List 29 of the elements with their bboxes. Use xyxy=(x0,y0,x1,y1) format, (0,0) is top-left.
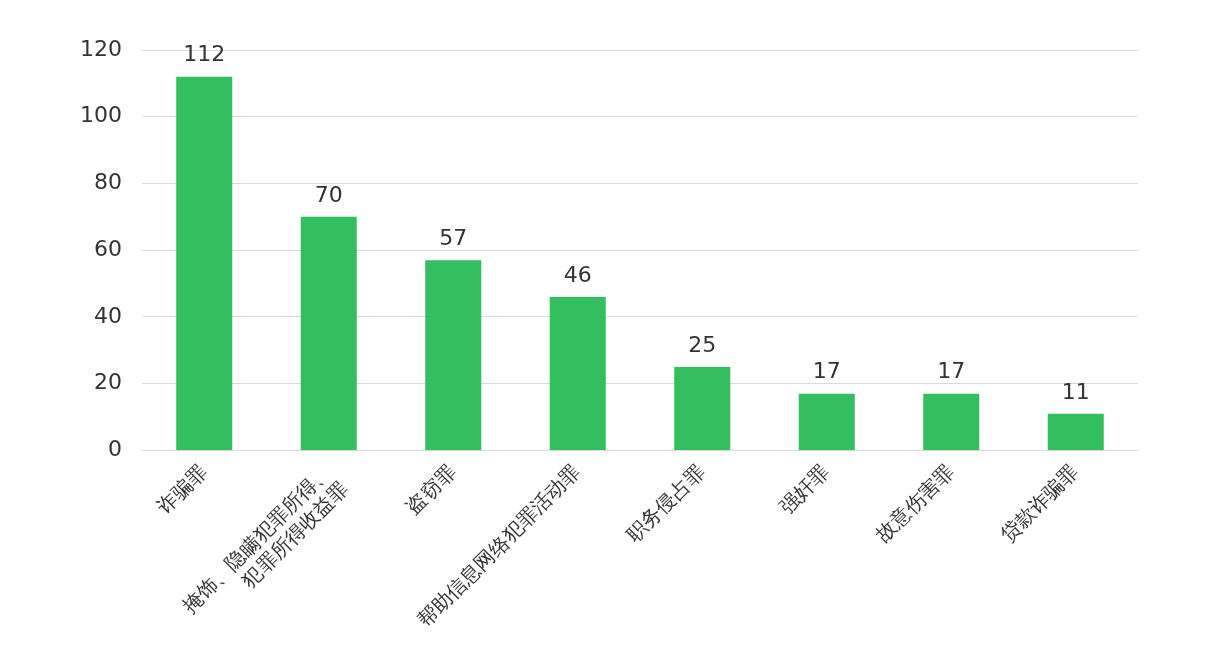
data-label: 11 xyxy=(1061,378,1090,404)
data-label: 70 xyxy=(314,181,343,207)
y-tick-label: 20 xyxy=(93,369,122,395)
x-tick-label: 盗窃罪 xyxy=(401,459,461,519)
data-label: 57 xyxy=(439,224,468,250)
y-tick-label: 0 xyxy=(107,436,122,462)
bar xyxy=(674,367,731,450)
y-tick-label: 100 xyxy=(79,102,122,128)
bar xyxy=(923,393,980,450)
data-label: 25 xyxy=(688,331,717,357)
x-tick-label: 诈骗罪 xyxy=(152,459,212,519)
data-label: 17 xyxy=(812,358,841,384)
y-tick-label: 40 xyxy=(93,302,122,328)
bar xyxy=(176,76,233,450)
y-tick-label: 120 xyxy=(79,35,122,61)
x-tick-label: 贷款诈骗罪 xyxy=(995,459,1083,547)
x-tick-label: 故意伤害罪 xyxy=(870,459,959,547)
y-tick-label: 80 xyxy=(93,169,122,195)
bar xyxy=(549,296,606,450)
data-label: 112 xyxy=(183,41,226,67)
data-label: 46 xyxy=(563,261,592,287)
x-tick-label: 强奸罪 xyxy=(774,459,834,519)
x-tick-label: 职务侵占罪 xyxy=(621,459,710,547)
data-label: 17 xyxy=(937,358,966,384)
y-tick-label: 60 xyxy=(93,235,122,261)
bar xyxy=(1047,413,1104,450)
bar xyxy=(425,260,482,450)
bar xyxy=(798,393,855,450)
bar xyxy=(300,216,357,450)
